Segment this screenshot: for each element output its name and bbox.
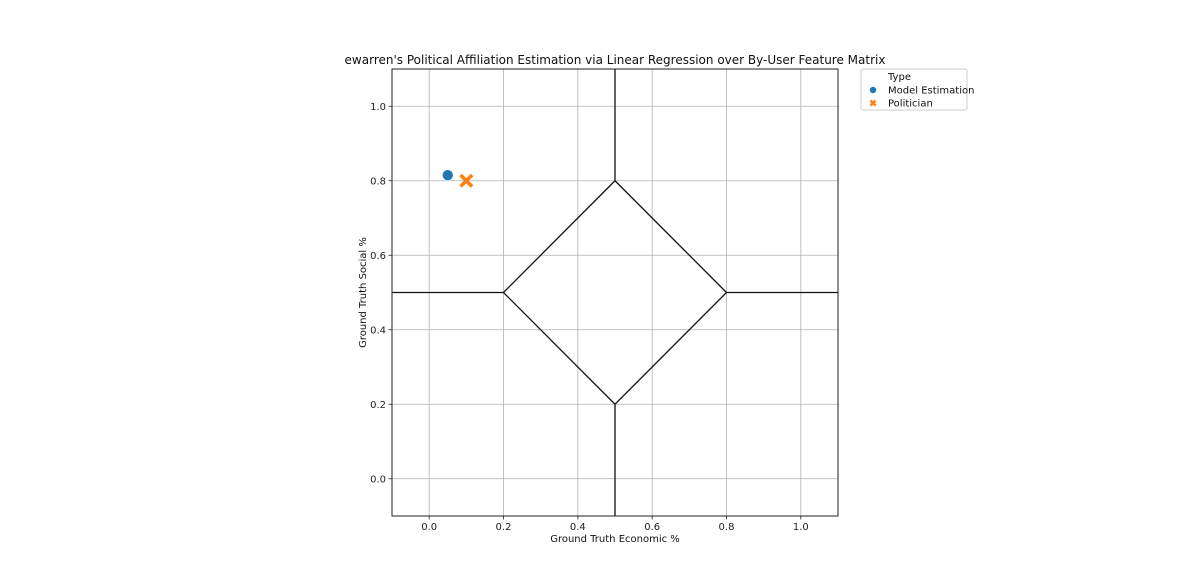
y-axis-label: Ground Truth Social % bbox=[358, 237, 369, 348]
legend: Type Model Estimation Politician bbox=[860, 68, 974, 111]
data-point-model-estimation bbox=[441, 169, 454, 181]
y-tick-label-2: 0.4 bbox=[370, 325, 386, 336]
legend-x-glyph bbox=[869, 99, 877, 107]
data-point-politician bbox=[459, 173, 474, 188]
legend-label-model-estimation: Model Estimation bbox=[888, 86, 974, 97]
reference-line-4 bbox=[502, 180, 728, 406]
reference-lines bbox=[392, 69, 838, 516]
legend-label-politician: Politician bbox=[888, 99, 933, 110]
legend-marker-politician bbox=[869, 99, 877, 107]
x-tick-label-5: 1.0 bbox=[793, 522, 809, 533]
legend-title: Type bbox=[887, 72, 911, 83]
axis-ticks: 0.0 0.2 0.4 0.6 0.8 1.0 0.0 0.2 0.4 0.6 0.8 1.0 bbox=[370, 102, 809, 533]
y-tick-label-5: 1.0 bbox=[370, 102, 386, 113]
plot-frame bbox=[391, 68, 839, 517]
y-tick-label-1: 0.2 bbox=[370, 400, 386, 411]
y-tick-label-4: 0.8 bbox=[370, 176, 386, 187]
legend-box bbox=[860, 68, 968, 111]
x-tick-label-0: 0.0 bbox=[421, 522, 437, 533]
x-axis-label: Ground Truth Economic % bbox=[550, 534, 680, 545]
chart-title: ewarren's Political Affiliation Estimati… bbox=[345, 53, 886, 67]
x-tick-label-4: 0.8 bbox=[719, 522, 735, 533]
legend-marker-model-estimation bbox=[869, 86, 877, 94]
x-tick-label-1: 0.2 bbox=[496, 522, 512, 533]
x-tick-label-2: 0.4 bbox=[570, 522, 586, 533]
x-tick-label-3: 0.6 bbox=[644, 522, 660, 533]
y-tick-label-0: 0.0 bbox=[370, 474, 386, 485]
y-tick-label-3: 0.6 bbox=[370, 251, 386, 262]
data-points bbox=[441, 169, 474, 188]
